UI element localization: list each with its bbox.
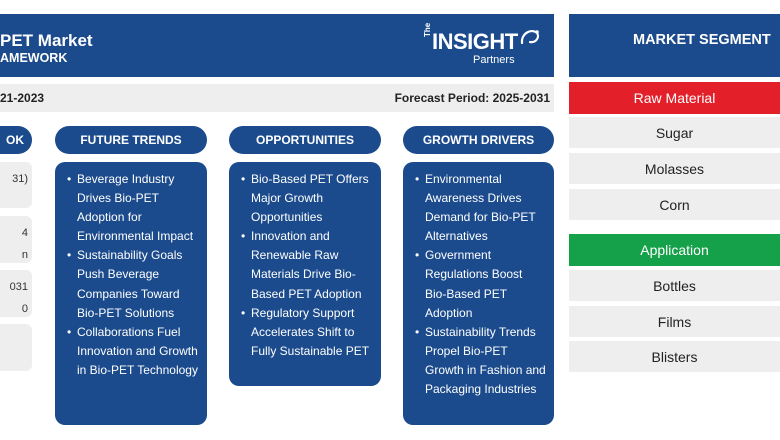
opportunities-panel: Bio-Based PET Offers Major Growth Opport… bbox=[229, 162, 381, 386]
outlook-card: 031 0 bbox=[0, 270, 32, 317]
logo-swoosh-icon bbox=[520, 29, 540, 45]
outlook-card-text: n bbox=[21, 249, 28, 261]
page-title: PET Market bbox=[0, 31, 93, 50]
list-item: Collaborations Fuel Innovation and Growt… bbox=[67, 323, 199, 380]
segment-item: Bottles bbox=[569, 270, 780, 301]
outlook-card: 31) bbox=[0, 162, 32, 208]
outlook-card bbox=[0, 324, 32, 371]
growth-drivers-heading: GROWTH DRIVERS bbox=[403, 126, 554, 154]
outlook-card: 4 n bbox=[0, 216, 32, 263]
segment-item: Molasses bbox=[569, 153, 780, 184]
list-item: Innovation and Renewable Raw Materials D… bbox=[241, 227, 373, 303]
segment-item: Sugar bbox=[569, 117, 780, 148]
list-item: Bio-Based PET Offers Major Growth Opport… bbox=[241, 170, 373, 227]
page-subtitle: AMEWORK bbox=[0, 51, 68, 65]
segment-category-raw-material: Raw Material bbox=[569, 82, 780, 114]
outlook-card-text: 4 bbox=[21, 227, 28, 239]
future-trends-panel: Beverage Industry Drives Bio-PET Adoptio… bbox=[55, 162, 207, 425]
list-item: Sustainability Trends Propel Bio-PET Gro… bbox=[415, 323, 546, 399]
outlook-heading: OK bbox=[0, 126, 32, 154]
outlook-card-text: 0 bbox=[21, 303, 28, 315]
header-banner bbox=[0, 14, 554, 77]
historic-period: 21-2023 bbox=[0, 91, 45, 105]
growth-drivers-panel: Environmental Awareness Drives Demand fo… bbox=[403, 162, 554, 425]
logo-insight-text: INSIGHT bbox=[432, 29, 518, 54]
logo-partners-text: Partners bbox=[473, 54, 515, 66]
period-bar bbox=[0, 84, 554, 112]
future-trends-heading: FUTURE TRENDS bbox=[55, 126, 207, 154]
list-item: Government Regulations Boost Bio-Based P… bbox=[415, 246, 546, 322]
outlook-card-text: 031 bbox=[9, 281, 28, 293]
market-segment-heading: MARKET SEGMENT bbox=[569, 14, 780, 77]
list-item: Sustainability Goals Push Beverage Compa… bbox=[67, 246, 199, 322]
logo-the-text: The bbox=[423, 22, 432, 37]
segment-item: Films bbox=[569, 306, 780, 337]
forecast-period: Forecast Period: 2025-2031 bbox=[394, 91, 550, 105]
insight-partners-logo: The INSIGHT Partners bbox=[423, 23, 541, 69]
outlook-card-text: 31) bbox=[12, 173, 28, 185]
segment-item: Corn bbox=[569, 189, 780, 220]
list-item: Environmental Awareness Drives Demand fo… bbox=[415, 170, 546, 246]
list-item: Regulatory Support Accelerates Shift to … bbox=[241, 304, 373, 361]
segment-category-application: Application bbox=[569, 234, 780, 266]
segment-item: Blisters bbox=[569, 341, 780, 372]
list-item: Beverage Industry Drives Bio-PET Adoptio… bbox=[67, 170, 199, 246]
opportunities-heading: OPPORTUNITIES bbox=[229, 126, 381, 154]
